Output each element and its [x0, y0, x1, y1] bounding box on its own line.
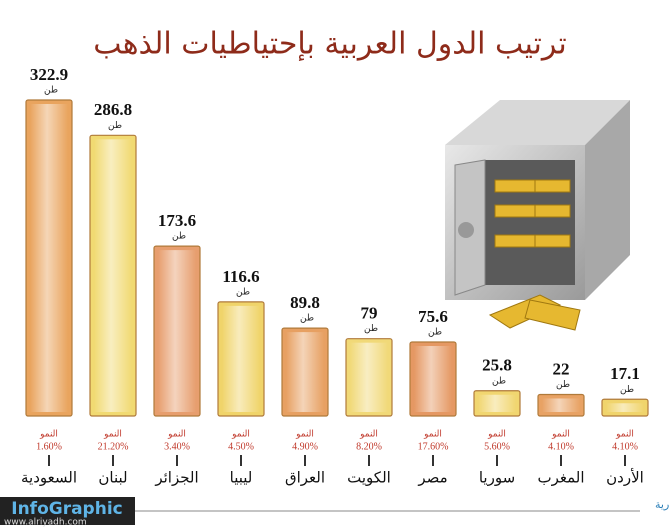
bar-shine: [478, 394, 516, 412]
unit-label: طن: [620, 385, 634, 395]
value-label: 116.6: [222, 267, 259, 286]
growth-value: 21.20%: [98, 441, 129, 452]
growth-value: 17.60%: [418, 441, 449, 452]
unit-label: طن: [556, 380, 570, 390]
bar-shine: [158, 250, 196, 412]
footer-box: [0, 497, 135, 525]
bar-shine: [414, 346, 452, 412]
unit-label: طن: [44, 86, 58, 96]
growth-value: 1.60%: [36, 441, 62, 452]
growth-label: النمو: [359, 430, 378, 440]
bar-shine: [350, 342, 388, 412]
value-label: 79: [361, 304, 378, 323]
bar-shine: [286, 332, 324, 412]
growth-label: النمو: [487, 430, 506, 440]
category-label: سوريا: [479, 469, 515, 487]
chart-title: ترتيب الدول العربية بإحتياطيات الذهب: [93, 27, 567, 62]
category-label: الكويت: [347, 469, 391, 487]
category-label: الأردن: [606, 468, 644, 487]
value-label: 25.8: [482, 356, 512, 375]
unit-label: طن: [428, 328, 442, 338]
value-label: 75.6: [418, 307, 448, 326]
site: www.alriyadh.com: [4, 518, 87, 528]
safe-illustration: [445, 100, 630, 331]
growth-label: النمو: [551, 430, 570, 440]
category-label: الجزائر: [154, 469, 198, 487]
bar-shine: [30, 104, 68, 412]
value-label: 173.6: [158, 211, 196, 230]
bar-shine: [542, 398, 580, 412]
value-label: 22: [553, 359, 570, 378]
value-label: 286.8: [94, 100, 132, 119]
source: مركز الرياض للمعلومات والدراسات الاستشار…: [655, 498, 670, 511]
growth-label: النمو: [39, 430, 58, 440]
growth-value: 5.60%: [484, 441, 510, 452]
value-label: 89.8: [290, 293, 320, 312]
growth-value: 4.90%: [292, 441, 318, 452]
bar-shine: [94, 139, 132, 412]
bar-shine: [606, 403, 644, 412]
unit-label: طن: [492, 376, 506, 386]
category-label: المغرب: [537, 469, 584, 487]
category-label: لبنان: [98, 469, 127, 487]
growth-value: 4.10%: [612, 441, 638, 452]
unit-label: طن: [236, 287, 250, 297]
category-label: السعودية: [21, 469, 77, 487]
growth-value: 4.50%: [228, 441, 254, 452]
growth-label: النمو: [295, 430, 314, 440]
growth-label: النمو: [423, 430, 442, 440]
growth-label: النمو: [167, 430, 186, 440]
unit-label: طن: [172, 232, 186, 242]
growth-label: النمو: [103, 430, 122, 440]
value-label: 17.1: [610, 364, 640, 383]
brand: InfoGraphic: [11, 499, 123, 519]
unit-label: طن: [364, 324, 378, 334]
category-label: ليبيا: [230, 469, 253, 487]
category-label: العراق: [285, 469, 325, 487]
bar-shine: [222, 305, 260, 412]
category-label: مصر: [417, 469, 447, 487]
unit-label: طن: [108, 121, 122, 131]
growth-value: 4.10%: [548, 441, 574, 452]
unit-label: طن: [300, 314, 314, 324]
growth-value: 3.40%: [164, 441, 190, 452]
growth-label: النمو: [615, 430, 634, 440]
value-label: 322.9: [30, 65, 68, 84]
growth-value: 8.20%: [356, 441, 382, 452]
growth-label: النمو: [231, 430, 250, 440]
